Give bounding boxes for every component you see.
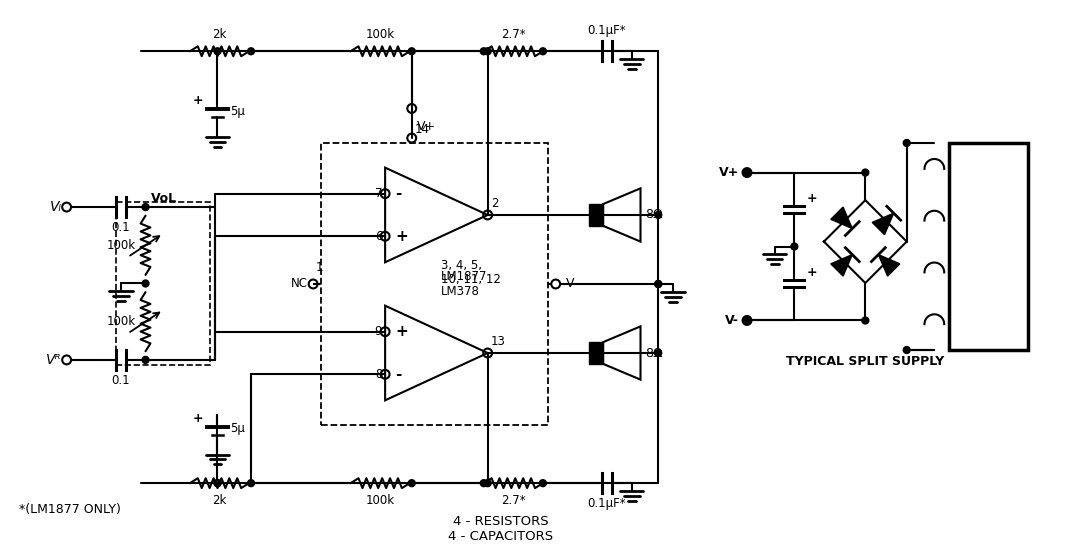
Text: 3, 4, 5,: 3, 4, 5, [441,259,483,272]
Text: 10, 11, 12: 10, 11, 12 [441,273,501,286]
Circle shape [485,48,491,54]
Bar [116,202,210,365]
Text: 6: 6 [374,230,382,243]
Bar [590,342,603,364]
Text: 2.7*: 2.7* [501,28,525,41]
Text: 9: 9 [374,325,382,338]
Circle shape [655,281,661,287]
Circle shape [655,281,661,287]
Text: LM1877: LM1877 [441,270,488,283]
Circle shape [903,140,911,147]
Text: 100k: 100k [107,239,136,252]
Text: 100k: 100k [107,315,136,328]
Text: 0.1μF*: 0.1μF* [587,497,626,510]
Text: 2.7*: 2.7* [501,494,525,507]
Text: +: + [193,94,203,107]
Circle shape [539,480,547,487]
Circle shape [214,480,220,487]
Text: +: + [193,412,203,425]
Text: +: + [806,265,816,278]
Circle shape [142,356,149,364]
Polygon shape [830,255,853,276]
Circle shape [903,347,911,354]
Circle shape [409,480,415,487]
Bar [590,204,603,226]
Circle shape [480,48,487,54]
Text: LM378: LM378 [441,286,480,298]
Text: V+: V+ [719,166,739,179]
Circle shape [247,48,255,54]
Circle shape [485,480,491,487]
Circle shape [214,48,220,54]
Text: VᴏL: VᴏL [151,192,177,205]
Text: V+: V+ [416,120,435,134]
Text: 5μ: 5μ [230,422,245,435]
Polygon shape [830,207,853,228]
Polygon shape [878,255,900,276]
Text: -: - [395,186,401,201]
Text: 0.1: 0.1 [111,374,131,387]
Circle shape [744,169,750,176]
Text: V-: V- [725,314,739,327]
Circle shape [142,204,149,210]
Text: -: - [395,367,401,382]
Polygon shape [872,213,893,235]
Text: 5μ: 5μ [230,105,245,118]
Text: 4 - RESISTORS: 4 - RESISTORS [453,514,548,528]
Text: 14: 14 [415,123,430,136]
Circle shape [861,317,869,324]
Text: +: + [395,229,408,244]
Bar [321,143,548,425]
Circle shape [861,169,869,176]
Circle shape [744,317,750,324]
Circle shape [480,480,487,487]
Text: 1: 1 [316,261,323,274]
Text: 100k: 100k [366,28,395,41]
Circle shape [655,211,661,219]
Circle shape [409,48,415,54]
Circle shape [539,48,547,54]
Text: 100k: 100k [366,494,395,507]
Text: +: + [395,324,408,339]
Text: *(LM1877 ONLY): *(LM1877 ONLY) [19,502,121,516]
Text: 8: 8 [374,368,382,381]
Circle shape [214,480,220,487]
Text: 2k: 2k [212,494,227,507]
Text: 0.1μF*: 0.1μF* [587,25,626,38]
Circle shape [142,280,149,287]
Text: Vₗ: Vₗ [50,200,62,214]
Text: NC: NC [291,277,308,290]
Text: 8Ω: 8Ω [645,208,663,221]
Text: 2: 2 [491,197,499,210]
Text: V-: V- [566,277,578,290]
Circle shape [655,349,661,356]
Text: 0.1: 0.1 [111,221,131,234]
Text: 4 - CAPACITORS: 4 - CAPACITORS [448,530,553,543]
Text: +: + [806,192,816,204]
Text: 7: 7 [374,187,382,200]
Text: TYPICAL SPLIT SUPPLY: TYPICAL SPLIT SUPPLY [786,355,945,368]
Text: 2k: 2k [212,28,227,41]
Bar [949,143,1028,350]
Text: Vᴿ: Vᴿ [46,353,62,367]
Circle shape [791,243,798,250]
Circle shape [247,480,255,487]
Text: 13: 13 [491,335,505,348]
Text: 8Ω: 8Ω [645,347,663,360]
